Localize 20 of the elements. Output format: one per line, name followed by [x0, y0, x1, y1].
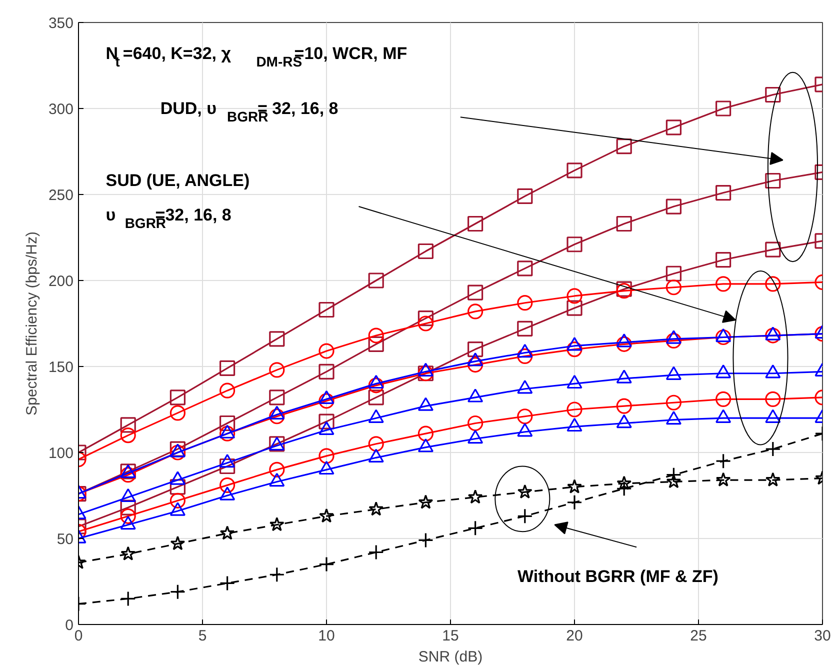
y-tick-label: 50: [56, 531, 74, 548]
y-tick-label: 0: [65, 617, 74, 634]
x-tick-label: 15: [442, 628, 459, 644]
x-tick-label: 25: [690, 628, 707, 644]
annotation: DUD, υ BGRR= 32, 16, 8: [160, 99, 338, 124]
x-tick-label: 20: [566, 628, 583, 644]
y-axis-title: Spectral Efficiency (bps/Hz): [23, 232, 40, 416]
annotation: SUD (UE, ANGLE): [106, 171, 250, 190]
annotation: Without BGRR (MF & ZF): [517, 566, 718, 586]
y-tick-label: 350: [48, 15, 74, 32]
x-axis-title: SNR (dB): [418, 648, 483, 666]
y-tick-label: 300: [48, 101, 74, 118]
x-tick-label: 10: [318, 628, 335, 644]
y-tick-label: 200: [48, 273, 74, 290]
annotation: υ BGRR=32, 16, 8: [106, 206, 232, 232]
y-tick-label: 250: [48, 187, 74, 204]
x-tick-label: 30: [814, 628, 831, 644]
y-tick-label: 150: [48, 359, 74, 376]
x-tick-label: 5: [198, 628, 207, 644]
y-tick-label: 100: [48, 445, 74, 462]
